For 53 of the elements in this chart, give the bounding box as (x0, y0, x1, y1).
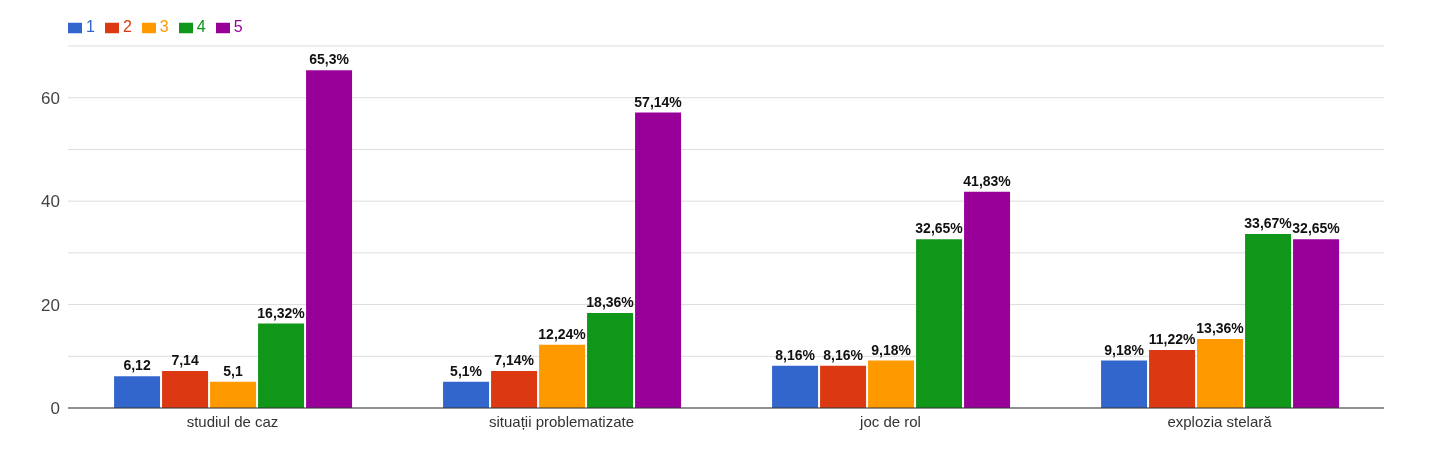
legend-label: 2 (122, 18, 132, 35)
data-label: 9,18% (1104, 341, 1145, 358)
data-label: 11,22% (1148, 330, 1196, 347)
y-tick-label: 0 (50, 399, 60, 419)
bar (916, 239, 963, 408)
data-label: 32,65% (1292, 220, 1341, 237)
bar (1293, 239, 1340, 408)
data-label: 16,32% (257, 304, 306, 321)
data-label: 57,14% (634, 93, 683, 110)
bar (587, 313, 634, 408)
bar (443, 381, 490, 408)
bar (258, 323, 305, 408)
bar (306, 70, 353, 408)
bar (1197, 338, 1244, 408)
data-label: 13,36% (1196, 319, 1245, 336)
bar (1149, 349, 1196, 408)
bar (539, 344, 586, 408)
bar (210, 381, 257, 408)
data-label: 7,14% (494, 352, 535, 369)
y-tick-label: 20 (41, 295, 60, 315)
legend-label: 1 (86, 18, 95, 35)
x-tick-label: situații problematizate (488, 412, 635, 430)
data-label: 6,12 (123, 357, 151, 374)
data-label: 9,18% (871, 341, 912, 358)
bar (162, 371, 209, 408)
bar (964, 191, 1011, 408)
data-label: 8,16% (823, 346, 864, 363)
data-label: 8,16% (775, 346, 816, 363)
data-label: 5,1% (450, 362, 483, 379)
bar (114, 376, 161, 408)
y-tick-label: 60 (41, 88, 60, 108)
bar (868, 360, 915, 408)
bar (1101, 360, 1148, 408)
bar (820, 365, 867, 408)
legend-label: 4 (196, 18, 206, 35)
x-tick-label: studiul de caz (186, 412, 279, 430)
data-label: 33,67% (1244, 214, 1293, 231)
data-label: 7,14 (171, 352, 199, 369)
legend-label: 3 (159, 18, 169, 35)
x-tick-label: joc de rol (859, 412, 921, 430)
bar (1245, 233, 1292, 408)
data-label: 18,36% (586, 294, 635, 311)
data-label: 12,24% (538, 325, 587, 342)
bar (772, 365, 819, 408)
y-tick-label: 40 (41, 192, 60, 212)
bar (491, 371, 538, 408)
data-label: 65,3% (309, 51, 350, 68)
x-tick-label: explozia stelară (1167, 412, 1273, 430)
legend-label: 5 (233, 18, 243, 35)
data-label: 41,83% (963, 172, 1012, 189)
data-label: 32,65% (915, 220, 964, 237)
data-label: 5,1 (223, 362, 243, 379)
bar (635, 112, 682, 408)
